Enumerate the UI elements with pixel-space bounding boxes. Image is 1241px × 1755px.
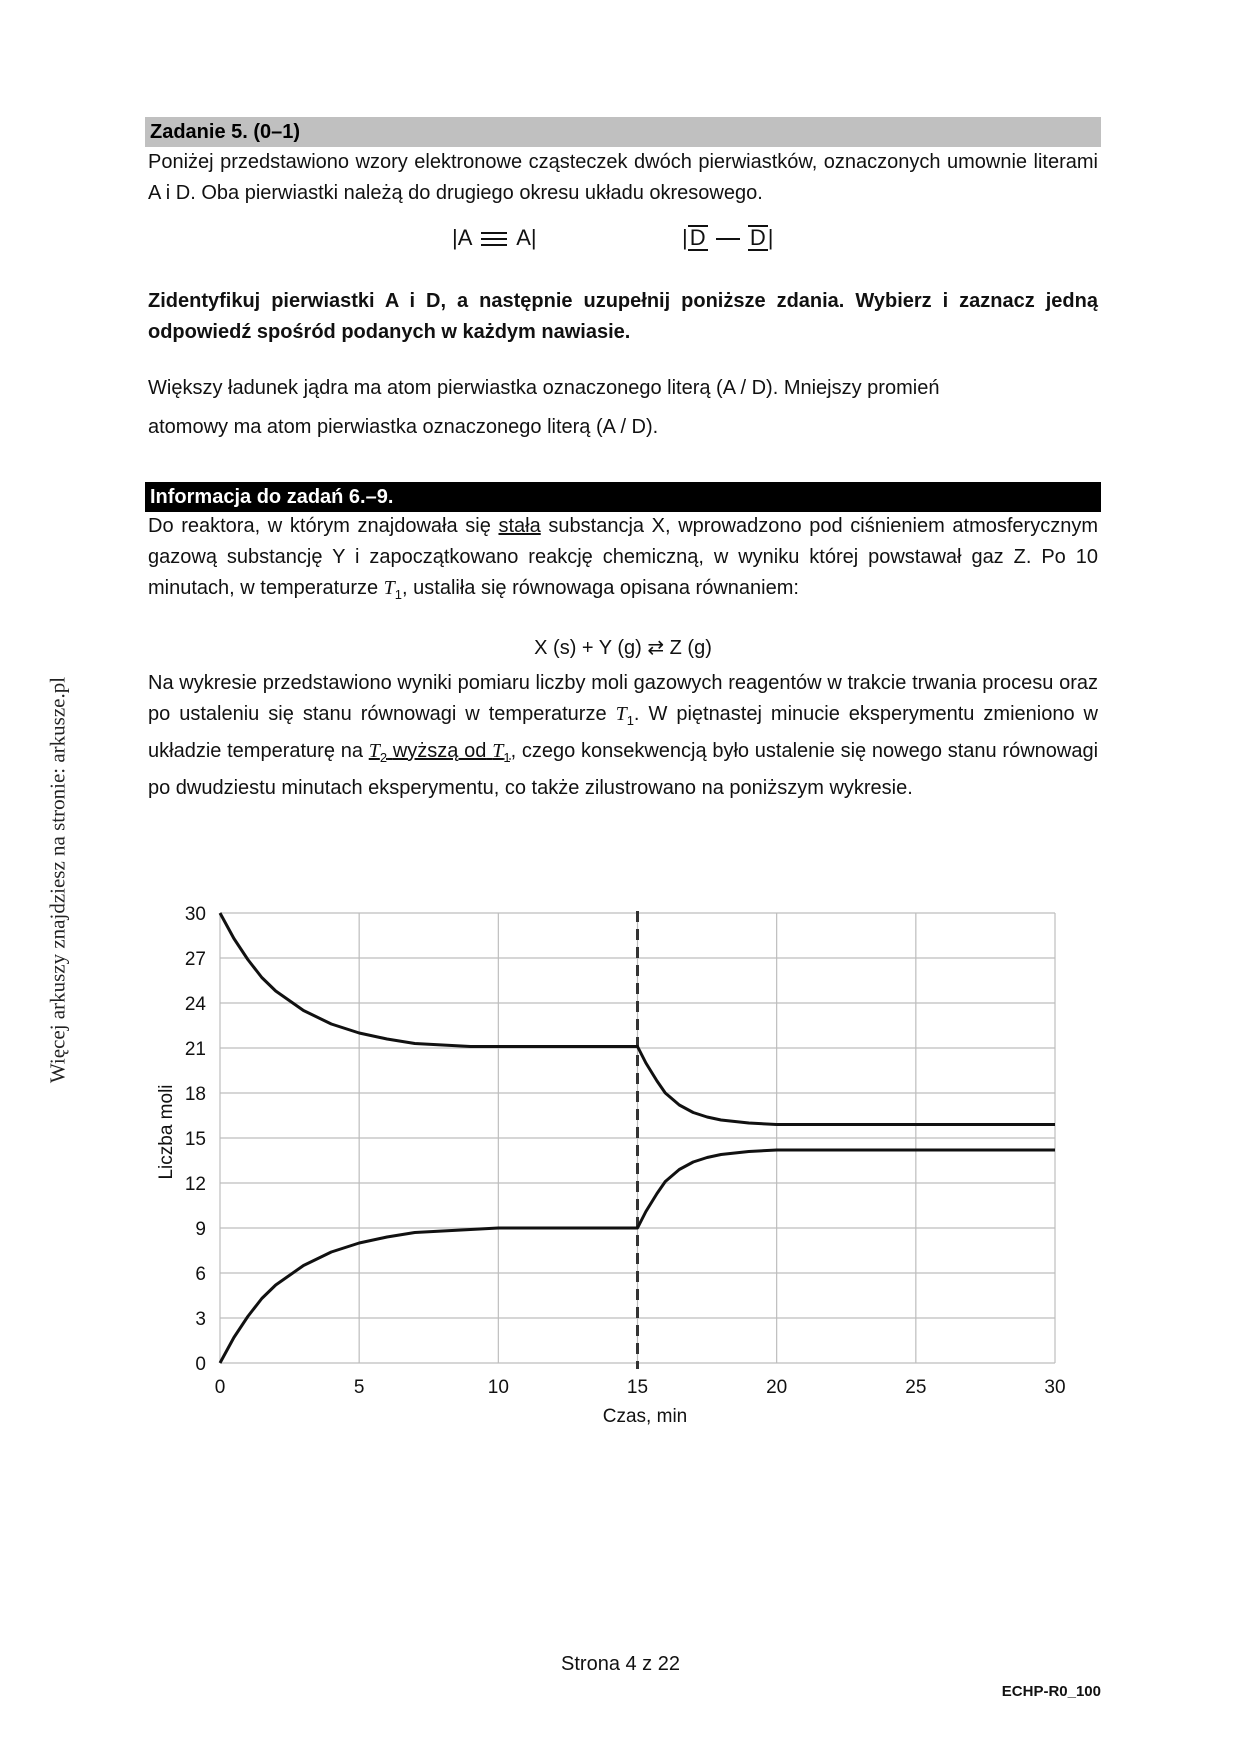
exam-code: ECHP-R0_100 xyxy=(1001,1683,1101,1700)
equation: X (s) + Y (g) ⇄ Z (g) xyxy=(534,637,712,659)
moles-chart: 0 3 6 9 12 15 18 21 24 27 30 0 5 10 15 20 25 30 Czas, min… xyxy=(156,904,1066,1427)
series-line-2 xyxy=(218,1148,1055,1364)
formula-a: |A A| xyxy=(452,225,537,250)
chart-axes: 0 3 6 9 12 15 18 21 24 27 30 0 5 10 15 20 25 30 xyxy=(185,904,1066,1398)
triple-bond-icon xyxy=(481,232,508,247)
info-paragraph-2: Na wykresie przedstawiono wyniki pomiaru… xyxy=(148,672,1099,799)
x-tick-label: 10 xyxy=(488,1377,509,1398)
x-tick-label: 25 xyxy=(905,1377,926,1398)
task5-sentence-2: atomowy ma atom pierwiastka oznaczonego … xyxy=(148,416,659,438)
formula-d: |D D| xyxy=(682,225,774,251)
y-tick-label: 18 xyxy=(185,1084,206,1105)
x-tick-label: 5 xyxy=(354,1377,365,1398)
x-tick-label: 15 xyxy=(627,1377,648,1398)
x-axis-label: Czas, min xyxy=(603,1406,687,1427)
y-tick-label: 0 xyxy=(195,1354,206,1375)
task5-header: Zadanie 5. (0–1) xyxy=(145,117,1101,147)
task5-intro: Poniżej przedstawiono wzory elektronowe … xyxy=(148,151,1098,204)
info-header: Informacja do zadań 6.–9. xyxy=(145,482,1101,512)
y-tick-label: 6 xyxy=(195,1264,206,1285)
x-tick-label: 30 xyxy=(1044,1377,1065,1398)
page-number: Strona 4 z 22 xyxy=(561,1653,680,1675)
task5-instruction: Zidentyfikuj pierwiastki A i D, a następ… xyxy=(148,290,1098,343)
y-tick-label: 9 xyxy=(195,1219,206,1240)
y-tick-label: 27 xyxy=(185,949,206,970)
task5-sentence-1: Większy ładunek jądra ma atom pierwiastk… xyxy=(148,377,940,399)
x-tick-label: 0 xyxy=(215,1377,226,1398)
y-tick-label: 21 xyxy=(185,1039,206,1060)
series-line-1 xyxy=(218,912,1055,1126)
info-paragraph-1: Do reaktora, w którym znajdowała się sta… xyxy=(148,515,1098,602)
y-tick-label: 30 xyxy=(185,904,206,925)
side-watermark: Więcej arkuszy znajdziesz na stronie: ar… xyxy=(45,676,70,1084)
x-tick-label: 20 xyxy=(766,1377,787,1398)
y-axis-label: Liczba moli xyxy=(156,1084,177,1179)
chart-series xyxy=(218,911,1055,1369)
y-tick-label: 24 xyxy=(185,994,207,1015)
y-tick-label: 15 xyxy=(185,1129,206,1150)
y-tick-label: 12 xyxy=(185,1174,206,1195)
y-tick-label: 3 xyxy=(195,1309,206,1330)
